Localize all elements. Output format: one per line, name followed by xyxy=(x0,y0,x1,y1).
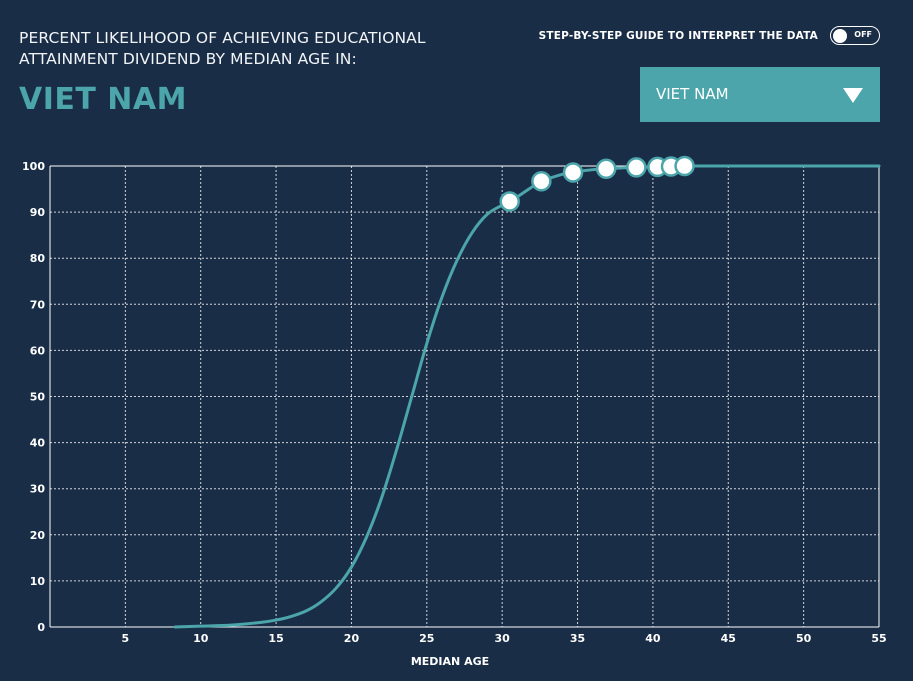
x-tick-label: 20 xyxy=(344,632,360,645)
chart-title-line-1: PERCENT LIKELIHOOD OF ACHIEVING EDUCATIO… xyxy=(19,29,426,47)
chart-markers xyxy=(499,155,695,212)
x-tick-label: 5 xyxy=(122,632,130,645)
y-tick-label: 80 xyxy=(30,252,46,265)
x-tick-label: 30 xyxy=(495,632,511,645)
country-heading: VIET NAM xyxy=(19,82,187,117)
x-tick-label: 15 xyxy=(268,632,283,645)
y-tick-label: 40 xyxy=(30,437,46,450)
x-tick-label: 50 xyxy=(796,632,812,645)
country-dropdown[interactable]: VIET NAM xyxy=(640,67,880,122)
x-tick-label: 10 xyxy=(193,632,209,645)
data-point-marker[interactable] xyxy=(674,155,695,177)
toggle-knob xyxy=(833,28,847,43)
y-tick-label: 20 xyxy=(30,529,46,542)
y-tick-label: 60 xyxy=(30,344,46,357)
data-point-marker[interactable] xyxy=(531,170,552,192)
y-tick-label: 90 xyxy=(30,206,46,219)
chart-title: PERCENT LIKELIHOOD OF ACHIEVING EDUCATIO… xyxy=(19,28,439,70)
guide-toggle[interactable]: OFF xyxy=(830,26,880,45)
x-tick-label: 40 xyxy=(645,632,661,645)
guide-label: STEP-BY-STEP GUIDE TO INTERPRET THE DATA xyxy=(538,29,818,42)
toggle-state-label: OFF xyxy=(854,29,872,39)
chart-grid xyxy=(50,166,879,627)
chart-title-line-2: ATTAINMENT DIVIDEND BY MEDIAN AGE IN: xyxy=(19,50,357,68)
data-point-marker[interactable] xyxy=(562,162,584,183)
dropdown-selected-value: VIET NAM xyxy=(656,85,729,103)
data-point-marker[interactable] xyxy=(626,157,647,178)
triangle-down-icon xyxy=(843,88,863,103)
guide-control: STEP-BY-STEP GUIDE TO INTERPRET THE DATA… xyxy=(539,26,880,45)
x-tick-label: 55 xyxy=(871,632,886,645)
x-tick-label: 35 xyxy=(570,632,585,645)
x-tick-label: 45 xyxy=(721,632,736,645)
y-tick-label: 0 xyxy=(37,621,45,634)
x-axis-label: MEDIAN AGE xyxy=(411,655,489,668)
y-tick-label: 30 xyxy=(30,483,46,496)
data-point-marker[interactable] xyxy=(595,158,617,180)
y-tick-label: 70 xyxy=(30,298,46,311)
chart-tick-labels: 0 10 20 30 40 50 60 70 80 90 100 5 10 15 20 25 30 35 40 45 5… xyxy=(22,160,887,645)
x-tick-label: 25 xyxy=(419,632,434,645)
y-tick-label: 100 xyxy=(22,160,45,173)
y-tick-label: 10 xyxy=(30,575,46,588)
y-tick-label: 50 xyxy=(30,391,46,404)
data-point-marker[interactable] xyxy=(499,191,520,212)
